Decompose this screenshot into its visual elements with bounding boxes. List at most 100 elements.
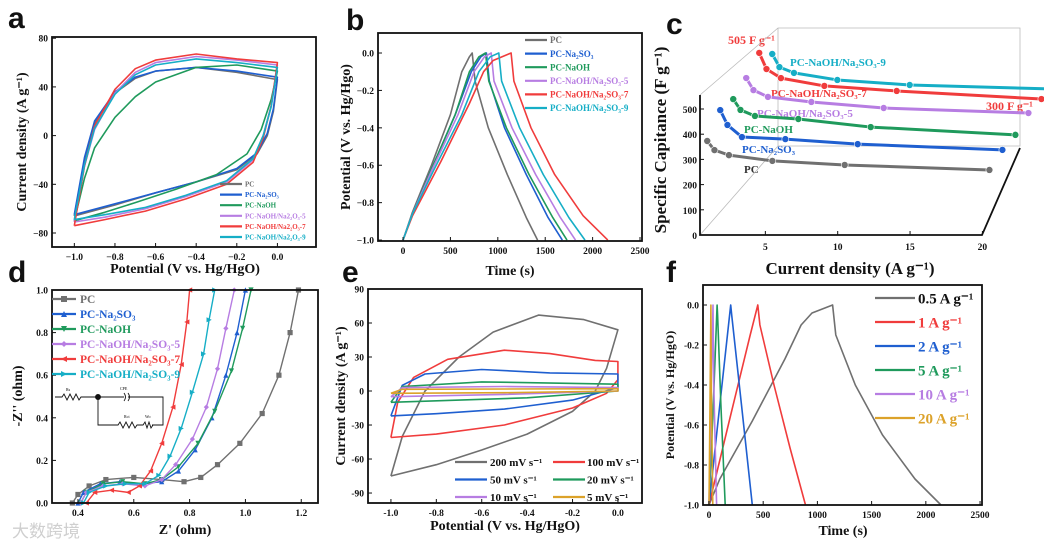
data-point <box>103 476 109 483</box>
series-line-d-2 <box>80 289 252 504</box>
data-point <box>86 489 92 495</box>
legend-label: PC <box>550 35 562 45</box>
data-point <box>807 98 816 106</box>
chart-e: -1.0 -0.8 -0.6 -0.4 -0.2 0.0 -90 -60 -30 0 30 60 90 2… <box>351 286 643 519</box>
data-point <box>723 121 732 129</box>
legend-label: 5 A g⁻¹ <box>918 363 962 379</box>
y-tick-label: 100 <box>683 207 698 217</box>
x-tick-label: 0.6 <box>128 509 140 519</box>
data-point <box>892 87 901 95</box>
equivalent-circuit-inset <box>55 392 164 430</box>
x-tick-label: 500 <box>443 247 458 257</box>
panel-letter-d: d <box>8 256 26 289</box>
data-point <box>833 76 842 84</box>
x-tick-label: 0 <box>707 511 712 521</box>
data-point <box>725 151 733 159</box>
series-line-f-0 <box>708 304 942 506</box>
data-point <box>156 472 162 478</box>
y-tick-label: -60 <box>351 456 364 466</box>
series-line-d-5 <box>82 289 216 504</box>
data-point <box>167 453 173 459</box>
circuit-cpe: CPE <box>120 386 128 391</box>
x-tick-label: 15 <box>905 243 915 253</box>
legend-label: PC-NaOH/Na₂SO₃-7 <box>80 354 180 366</box>
data-point <box>192 447 198 453</box>
y-tick-label: -90 <box>351 490 364 500</box>
y-tick-label: −0.8 <box>357 199 375 209</box>
panel-letter-b: b <box>346 4 364 37</box>
data-point <box>240 325 246 331</box>
legend-label: 100 mV s⁻¹ <box>587 457 639 469</box>
series-line-f-5 <box>708 304 714 506</box>
y-tick-label: 30 <box>355 354 365 364</box>
x-tick-label: 5 <box>763 243 768 253</box>
x-tick-label: 1500 <box>536 247 555 257</box>
data-point <box>853 140 862 148</box>
data-point <box>751 112 759 120</box>
data-point <box>189 389 195 395</box>
data-point <box>703 137 712 145</box>
data-point <box>1037 95 1044 103</box>
data-point <box>998 146 1007 154</box>
legend-marker <box>61 371 67 377</box>
legend-label: 20 A g⁻¹ <box>918 411 970 427</box>
chart-c: 0 100 200 300 400 500 5 10 15 20 <box>683 27 1044 253</box>
data-point <box>108 487 115 493</box>
circuit-rct: Rct <box>124 414 130 419</box>
x-tick-label: -0.4 <box>520 509 535 519</box>
data-point <box>195 440 201 446</box>
data-point <box>237 440 243 446</box>
y-tick-label: −80 <box>33 230 48 240</box>
legend-label: 200 mV s⁻¹ <box>490 457 542 469</box>
data-point <box>775 63 784 71</box>
y-tick-label: 90 <box>355 286 365 296</box>
series-line-f-2 <box>708 304 754 506</box>
series-line-b-3 <box>402 52 577 241</box>
legend-label: PC <box>245 180 254 188</box>
data-point <box>794 115 803 123</box>
series-line-e-0 <box>390 314 619 477</box>
y-tick-label: 60 <box>355 320 365 330</box>
y-tick-label: 0.2 <box>36 457 48 467</box>
f-ylabel: Potential (V vs. Hg/HgO) <box>663 331 677 459</box>
data-point <box>125 489 131 495</box>
y-tick-label: 1.0 <box>36 287 48 297</box>
c-label-naoh: PC-NaOH <box>744 124 793 136</box>
x-tick-label: -0.2 <box>565 509 580 519</box>
data-point <box>790 69 798 77</box>
b-xlabel: Time (s) <box>485 264 534 279</box>
data-point <box>203 404 209 410</box>
data-point <box>879 104 888 112</box>
data-point <box>736 106 745 114</box>
y-tick-label: 200 <box>683 182 698 192</box>
y-tick-label: 300 <box>683 156 698 166</box>
data-point <box>80 489 87 495</box>
legend-label: PC-NaOH <box>80 324 131 336</box>
y-tick-label: 0 <box>359 388 364 398</box>
legend-label: PC-Na₂SO₃ <box>245 191 279 199</box>
legend-marker <box>61 326 67 332</box>
series-line-d-4 <box>85 289 191 504</box>
circuit-wo: Wo <box>145 414 150 419</box>
x-tick-label: −0.2 <box>228 253 246 263</box>
data-point <box>214 462 221 468</box>
legend-label: 2 A g⁻¹ <box>918 339 962 355</box>
legend-label: PC-NaOH/Na2₂O₃-9 <box>245 233 306 241</box>
x-tick-label: −0.4 <box>188 253 206 263</box>
y-tick-label: 40 <box>39 83 49 93</box>
data-point <box>710 146 719 154</box>
c-label-na2so3: PC-Na₂SO₃ <box>742 144 796 156</box>
data-point <box>755 49 764 57</box>
y-tick-label: −0.6 <box>357 162 375 172</box>
data-point <box>777 74 785 82</box>
data-point <box>276 372 282 378</box>
c-label-pc: PC <box>744 164 759 176</box>
data-point <box>147 468 154 474</box>
data-point <box>985 166 994 174</box>
data-point <box>159 476 165 483</box>
panel-letter-e: e <box>342 256 359 289</box>
data-point <box>768 50 777 58</box>
legend-label: PC-NaOH/Na₂SO₃-9 <box>550 103 629 113</box>
data-point <box>1011 131 1020 139</box>
